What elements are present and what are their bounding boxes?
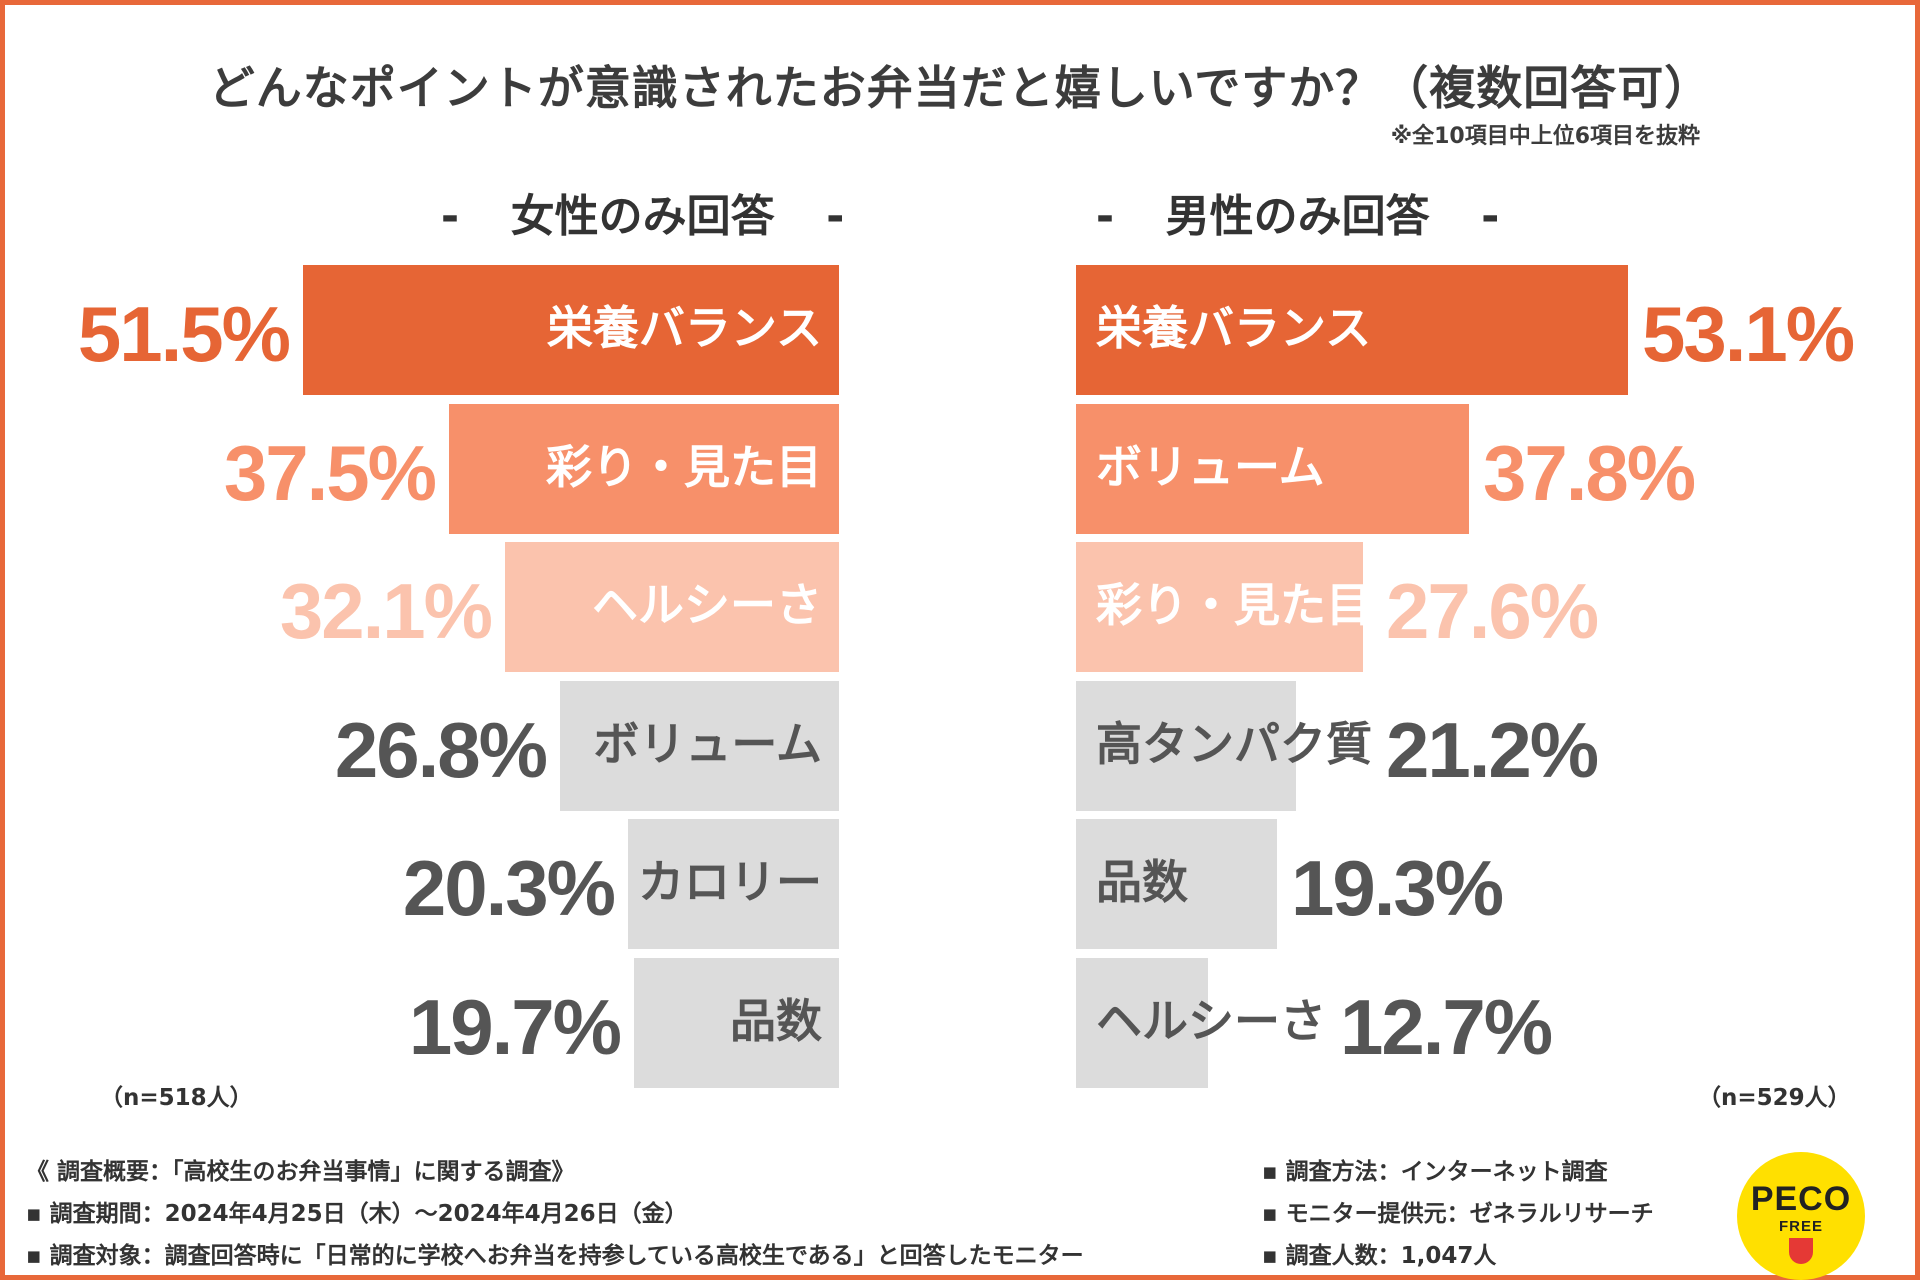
chart-note: ※全10項目中上位6項目を抜粋 [1390,124,1700,149]
footer-count: ▪ 調査人数：1,047人 [1262,1243,1497,1269]
bar-label-male-3: 彩り・見た目 [1096,578,1372,632]
value-label-male-6: 12.7% [1340,983,1553,1071]
male-n-label: （n=529人） [1698,1085,1851,1111]
bar-female-3 [505,542,839,672]
footer-method: ▪ 調査方法：インターネット調査 [1262,1159,1608,1185]
bar-female-6 [634,958,839,1088]
value-label-female-1: 51.5% [77,290,291,378]
bar-label-male-2: ボリューム [1096,440,1325,494]
bar-male-4 [1076,681,1296,811]
bar-female-4 [560,681,839,811]
bar-male-5 [1076,819,1277,949]
bar-male-1 [1076,265,1628,395]
female-n-label: （n=518人） [100,1085,253,1111]
bar-label-male-1: 栄養バランス [1096,301,1372,355]
bar-label-male-5: 品数 [1096,855,1188,909]
value-label-female-2: 37.5% [223,429,437,517]
value-label-female-5: 20.3% [402,844,616,932]
footer-summary: 《 調査概要：「高校生のお弁当事情」に関する調査》 [26,1159,575,1185]
female-title: 女性のみ回答 [510,191,775,242]
value-label-male-1: 53.1% [1642,290,1855,378]
bar-female-1 [303,265,839,395]
value-label-female-6: 19.7% [408,983,622,1071]
bar-label-female-4: ボリューム [593,717,822,771]
bar-male-2 [1076,404,1469,534]
value-label-female-4: 26.8% [334,706,548,794]
footer-provider: ▪ モニター提供元：ゼネラルリサーチ [1262,1201,1654,1227]
bar-male-3 [1076,542,1363,672]
logo-text-top: PECO [1750,1180,1852,1218]
bar-male-6 [1076,958,1208,1088]
bar-label-male-4: 高タンパク質 [1096,717,1372,771]
bar-female-5 [628,819,839,949]
dash-left: - [440,191,460,242]
dash-right: - [826,191,845,242]
footer-target: ▪ 調査対象：調査回答時に「日常的に学校へお弁当を持参している高校生である」と回… [26,1243,1084,1269]
bar-label-female-6: 品数 [730,994,822,1048]
tongue-icon [1789,1238,1813,1264]
bar-female-2 [449,404,839,534]
male-panel-title: - 男性のみ回答 - [1075,180,1520,244]
value-label-male-5: 19.3% [1291,844,1504,932]
footer-period: ▪ 調査期間：2024年4月25日（木）～2024年4月26日（金） [26,1201,688,1227]
bar-label-female-5: カロリー [638,855,822,909]
bar-label-female-1: 栄養バランス [546,301,822,355]
value-label-male-2: 37.8% [1483,429,1696,517]
bar-label-female-2: 彩り・見た目 [546,440,822,494]
value-label-female-3: 32.1% [279,567,493,655]
logo-text-bottom: FREE [1778,1218,1823,1235]
dash-left: - [1095,191,1115,242]
dash-right: - [1481,191,1500,242]
value-label-male-3: 27.6% [1386,567,1599,655]
bar-label-female-3: ヘルシーさ [592,578,822,632]
chart-title: どんなポイントが意識されたお弁当だと嬉しいですか？（複数回答可） [208,61,1712,115]
value-label-male-4: 21.2% [1386,706,1599,794]
male-title: 男性のみ回答 [1165,191,1430,242]
peco-free-logo: PECO FREE [1737,1152,1865,1280]
female-panel-title: - 女性のみ回答 - [420,180,865,244]
bar-label-male-6: ヘルシーさ [1096,994,1326,1048]
